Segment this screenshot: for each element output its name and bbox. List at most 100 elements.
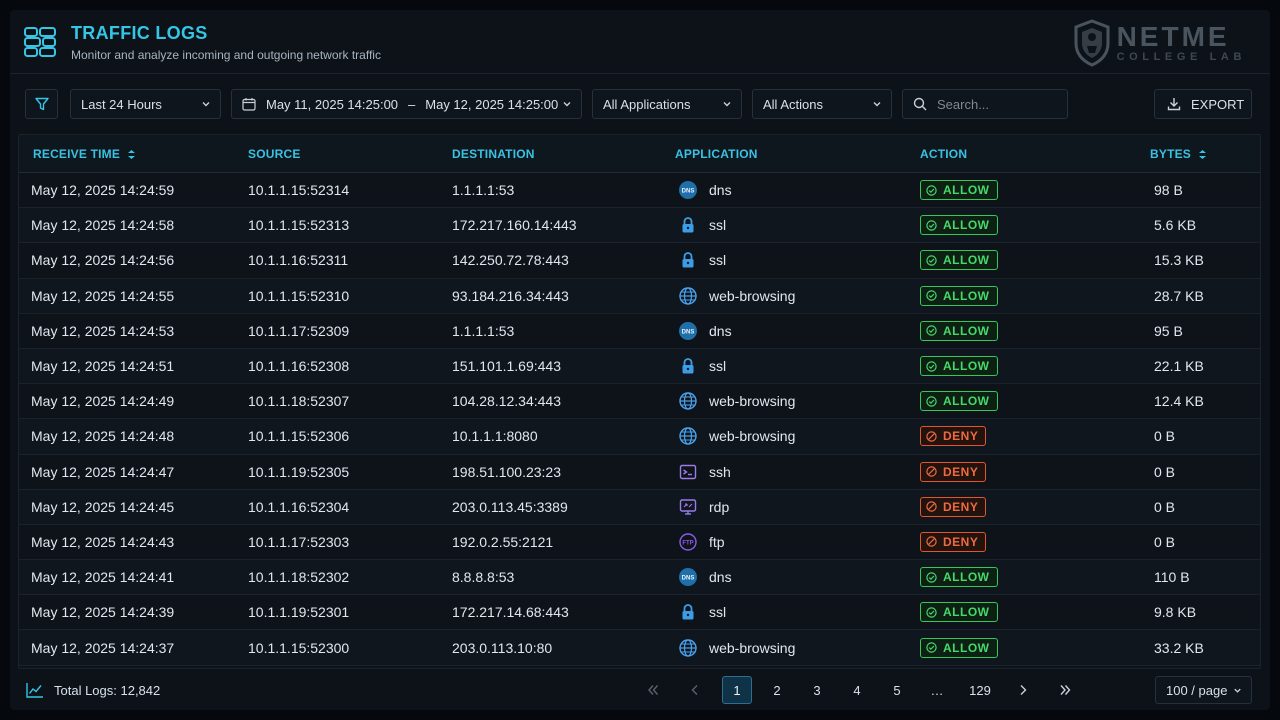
cell-action: ALLOW: [920, 384, 998, 418]
actions-select[interactable]: All Actions: [752, 89, 892, 119]
cell-application: web-browsing: [678, 279, 795, 313]
cell-receive-time: May 12, 2025 14:24:37: [31, 639, 175, 656]
lock-icon: [682, 217, 694, 233]
globe-icon: [679, 392, 697, 410]
cell-action: DENY: [920, 490, 987, 524]
app-name: ssl: [709, 358, 727, 375]
search-input[interactable]: [902, 89, 1068, 119]
filter-icon: [34, 97, 49, 111]
column-destination[interactable]: DESTINATION: [452, 147, 535, 161]
dns-icon: DNS: [679, 181, 697, 200]
app-name: web-browsing: [709, 639, 796, 656]
table-row[interactable]: May 12, 2025 14:24:37 10.1.1.15:52300 203.…: [19, 630, 1260, 666]
filter-button[interactable]: [25, 89, 58, 119]
sort-icon: [1199, 149, 1207, 159]
cell-destination: 1.1.1.1:53: [452, 182, 515, 199]
chevron-down-icon: [723, 102, 731, 107]
first-page-button[interactable]: [638, 676, 668, 704]
prev-page-button[interactable]: [680, 676, 710, 704]
chevron-right-icon: [1020, 685, 1027, 695]
cell-application: DNS dns: [678, 314, 732, 348]
action-badge: ALLOW: [920, 567, 998, 588]
table-row[interactable]: May 12, 2025 14:24:48 10.1.1.15:52306 10.1…: [19, 419, 1260, 455]
check-circle-icon: [926, 184, 937, 196]
download-icon: [1167, 98, 1181, 111]
cell-source: 10.1.1.17:52309: [248, 322, 350, 339]
per-page-select[interactable]: 100 / page: [1155, 676, 1252, 704]
table-row[interactable]: May 12, 2025 14:24:45 10.1.1.16:52304 203.…: [19, 489, 1260, 525]
applications-select[interactable]: All Applications: [592, 89, 742, 119]
block-icon: [926, 466, 937, 477]
filter-toolbar: Last 24 Hours May 11, 2025 14:25:00 – Ma…: [10, 74, 1270, 134]
time-range-select[interactable]: Last 24 Hours: [70, 89, 221, 119]
cell-source: 10.1.1.15:52313: [248, 217, 350, 234]
cell-receive-time: May 12, 2025 14:24:48: [31, 428, 175, 445]
page-button[interactable]: 5: [893, 682, 901, 698]
cell-source: 10.1.1.16:52304: [248, 498, 350, 515]
app-name: dns: [709, 182, 732, 199]
cell-destination: 142.250.72.78:443: [452, 252, 569, 269]
column-bytes[interactable]: BYTES: [1150, 147, 1207, 161]
dns-icon: DNS: [679, 321, 697, 340]
app-icon: DNS: [678, 180, 698, 200]
page-button[interactable]: 129: [969, 682, 991, 698]
cell-receive-time: May 12, 2025 14:24:45: [31, 498, 175, 515]
cell-action: DENY: [920, 419, 987, 453]
table-row[interactable]: May 12, 2025 14:24:55 10.1.1.15:52310 93.1…: [19, 278, 1260, 314]
table-row[interactable]: May 12, 2025 14:24:41 10.1.1.18:52302 8.8.…: [19, 560, 1260, 596]
table-row[interactable]: May 12, 2025 14:24:51 10.1.1.16:52308 151.…: [19, 348, 1260, 385]
table-footer: Total Logs: 12,842 1 2 3 4 5 … 129 100 / page: [10, 670, 1270, 710]
check-circle-icon: [926, 220, 937, 231]
chevron-left-icon: [691, 685, 698, 695]
traffic-log-table: RECEIVE TIME SOURCE DESTINATION APPLICAT…: [18, 134, 1261, 669]
cell-receive-time: May 12, 2025 14:24:58: [31, 217, 175, 234]
cell-destination: 172.217.160.14:443: [452, 217, 577, 234]
app-icon: [678, 286, 698, 306]
export-button[interactable]: EXPORT: [1154, 89, 1252, 119]
table-row[interactable]: May 12, 2025 14:24:39 10.1.1.19:52301 172.…: [19, 595, 1260, 631]
cell-bytes: 15.3 KB: [1154, 252, 1204, 269]
date-to: May 12, 2025 14:25:00: [425, 96, 559, 112]
page-button[interactable]: 1: [722, 676, 752, 704]
time-range-value: Last 24 Hours: [81, 96, 162, 112]
app-name: ssl: [709, 604, 727, 621]
page-button[interactable]: 4: [853, 682, 861, 698]
page-subtitle: Monitor and analyze incoming and outgoin…: [71, 48, 381, 62]
applications-value: All Applications: [603, 96, 691, 112]
table-row[interactable]: May 12, 2025 14:24:59 10.1.1.15:52314 1.1.…: [19, 173, 1260, 209]
date-from: May 11, 2025 14:25:00: [266, 96, 399, 112]
column-receive-time[interactable]: RECEIVE TIME: [33, 147, 136, 161]
table-row[interactable]: May 12, 2025 14:24:47 10.1.1.19:52305 198.…: [19, 455, 1260, 490]
page-button[interactable]: 2: [773, 682, 781, 698]
action-label: ALLOW: [943, 218, 990, 233]
date-range-picker[interactable]: May 11, 2025 14:25:00 – May 12, 2025 14:…: [231, 89, 582, 119]
table-row[interactable]: May 12, 2025 14:24:43 10.1.1.17:52303 192.…: [19, 525, 1260, 561]
app-name: web-browsing: [709, 428, 796, 445]
cell-receive-time: May 12, 2025 14:24:41: [31, 569, 175, 586]
svg-text:FTP: FTP: [682, 540, 693, 546]
table-row[interactable]: May 12, 2025 14:24:58 10.1.1.15:52313 172.…: [19, 208, 1260, 244]
action-label: ALLOW: [943, 253, 990, 268]
last-page-button[interactable]: [1050, 676, 1080, 704]
page-button[interactable]: 3: [813, 682, 821, 698]
cell-destination: 8.8.8.8:53: [452, 569, 515, 586]
column-action[interactable]: ACTION: [920, 147, 968, 161]
action-badge: DENY: [920, 461, 987, 482]
table-row[interactable]: May 12, 2025 14:24:49 10.1.1.18:52307 104.…: [19, 384, 1260, 420]
action-badge: DENY: [920, 426, 987, 447]
total-logs: Total Logs: 12,842: [26, 682, 160, 698]
cell-action: DENY: [920, 455, 987, 489]
lock-icon: [682, 358, 694, 374]
column-application[interactable]: APPLICATION: [675, 147, 758, 161]
cell-application: ssl: [678, 595, 726, 629]
cell-application: web-browsing: [678, 419, 795, 453]
pagination: 1 2 3 4 5 … 129: [638, 676, 1080, 704]
table-row[interactable]: May 12, 2025 14:24:53 10.1.1.17:52309 1.1.…: [19, 314, 1260, 349]
next-page-button[interactable]: [1008, 676, 1038, 704]
action-label: ALLOW: [943, 288, 990, 303]
chevron-down-icon: [873, 102, 881, 107]
app-icon: [678, 638, 698, 658]
check-circle-icon: [926, 396, 937, 407]
column-source[interactable]: SOURCE: [248, 147, 301, 161]
table-row[interactable]: May 12, 2025 14:24:56 10.1.1.16:52311 142.…: [19, 243, 1260, 279]
